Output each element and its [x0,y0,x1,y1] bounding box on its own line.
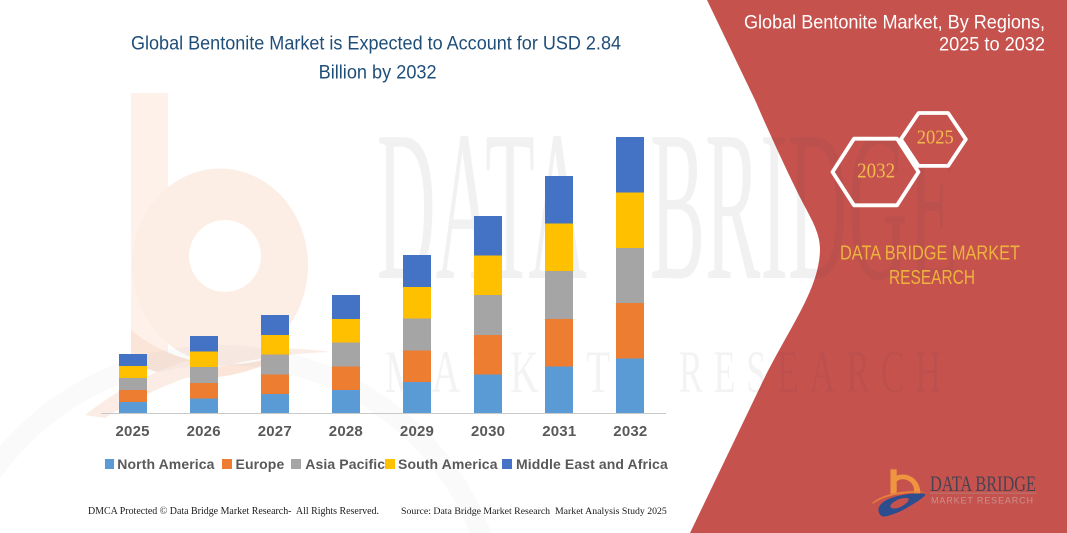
svg-text:DATA BRIDGE: DATA BRIDGE [930,471,1036,496]
svg-text:Global Bentonite Market is Exp: Global Bentonite Market is Expected to A… [131,34,621,55]
svg-text:Billion by 2032: Billion by 2032 [319,63,437,84]
svg-text:MARKET RESEARCH: MARKET RESEARCH [931,496,1033,506]
svg-text:2032: 2032 [857,159,895,183]
svg-text:RESEARCH: RESEARCH [889,267,975,289]
svg-text:BRIDGE: BRIDGE [650,86,958,325]
svg-text:DATA BRIDGE MARKET: DATA BRIDGE MARKET [840,243,1020,265]
svg-text:Global Bentonite Market, By Re: Global Bentonite Market, By Regions, [744,13,1045,34]
svg-text:RESEARCH: RESEARCH [679,339,952,405]
svg-text:2025 to 2032: 2025 to 2032 [939,35,1045,56]
svg-text:2025: 2025 [917,126,954,148]
